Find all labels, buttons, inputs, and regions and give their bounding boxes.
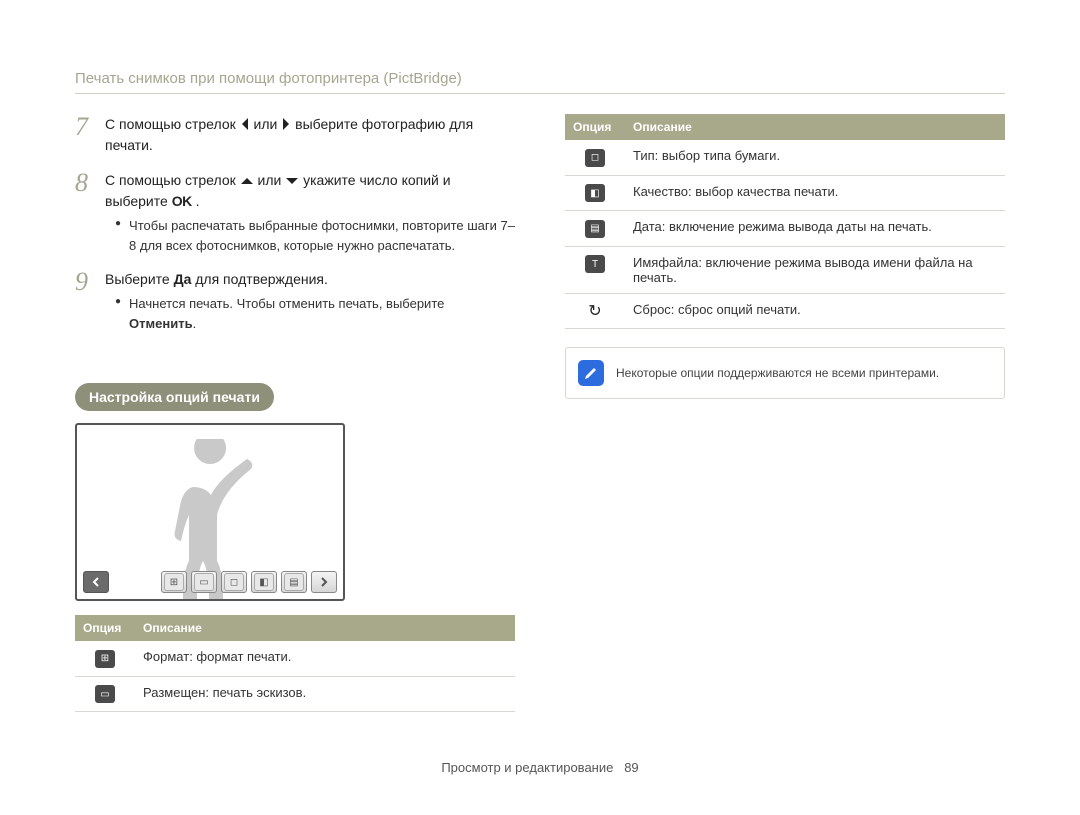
back-button[interactable]: [83, 571, 109, 593]
print-preview: ⊞ ▭ ◻ ◧ ▤: [75, 423, 345, 601]
step-8: 8 С помощью стрелок или укажите число ко…: [75, 170, 515, 255]
step8-bullet: Чтобы распечатать выбранные фотоснимки, …: [115, 216, 515, 255]
step9-bullet: Начнется печать. Чтобы отменить печать, …: [115, 294, 515, 333]
step9-bold: Да: [174, 271, 192, 287]
reset-icon: ↻: [585, 302, 605, 320]
left-column: 7 С помощью стрелок или выберите фотогра…: [75, 114, 515, 740]
toolbar-paper-button[interactable]: ◻: [221, 571, 247, 593]
step8-bullet-text: Чтобы распечатать выбранные фотоснимки, …: [129, 216, 515, 255]
table-row: ◻ Тип: выбор типа бумаги.: [565, 140, 1005, 175]
step9-bullet-a: Начнется печать. Чтобы отменить печать, …: [129, 296, 444, 311]
opt-label: Имяфайла: [633, 255, 698, 270]
opt-desc: : выбор качества печати.: [688, 184, 838, 199]
step9-text-a: Выберите: [105, 271, 174, 287]
note-icon: [578, 360, 604, 386]
step7-text-a: С помощью стрелок: [105, 116, 240, 132]
step-number: 7: [75, 114, 95, 156]
opt-desc: : выбор типа бумаги.: [655, 148, 780, 163]
table-row: ▤ Дата: включение режима вывода даты на …: [565, 211, 1005, 247]
layout-icon: ▭: [95, 685, 115, 703]
step9-bullet-bold: Отменить: [129, 316, 193, 331]
th-option: Опция: [75, 615, 135, 641]
ok-label: OK: [172, 193, 192, 209]
preview-toolbar: ⊞ ▭ ◻ ◧ ▤: [83, 571, 337, 593]
step8-text-c: .: [196, 193, 200, 209]
arrow-left-icon: [240, 117, 250, 133]
date-mini-icon: ▤: [284, 573, 304, 591]
page-footer: Просмотр и редактирование 89: [75, 740, 1005, 775]
step-9: 9 Выберите Да для подтверждения. Начнетс…: [75, 269, 515, 333]
opt-desc: : печать эскизов.: [205, 685, 306, 700]
opt-desc: : сброс опций печати.: [671, 302, 801, 317]
table-row: ⊞ Формат: формат печати.: [75, 641, 515, 676]
date-icon: ▤: [585, 220, 605, 238]
page-header: Печать снимков при помощи фотопринтера (…: [75, 70, 1005, 94]
filename-icon: T: [585, 255, 605, 273]
options-table-right: Опция Описание ◻ Тип: выбор типа бумаги.…: [565, 114, 1005, 329]
arrow-up-icon: [240, 174, 254, 188]
paper-icon: ◻: [585, 149, 605, 167]
step9-bullet-b: .: [193, 316, 197, 331]
th-option: Опция: [565, 114, 625, 140]
opt-label: Размещен: [143, 685, 205, 700]
step-number: 9: [75, 269, 95, 333]
step-7: 7 С помощью стрелок или выберите фотогра…: [75, 114, 515, 156]
opt-label: Сброс: [633, 302, 671, 317]
step8-text-a: С помощью стрелок: [105, 172, 240, 188]
quality-mini-icon: ◧: [254, 573, 274, 591]
th-description: Описание: [625, 114, 1005, 140]
right-column: Опция Описание ◻ Тип: выбор типа бумаги.…: [565, 114, 1005, 740]
step9-text-b: для подтверждения.: [191, 271, 328, 287]
opt-desc: : формат печати.: [189, 649, 291, 664]
format-mini-icon: ⊞: [164, 573, 184, 591]
toolbar-quality-button[interactable]: ◧: [251, 571, 277, 593]
opt-label: Качество: [633, 184, 688, 199]
step7-text-mid: или: [254, 116, 282, 132]
step8-text-mid: или: [258, 172, 286, 188]
opt-label: Формат: [143, 649, 189, 664]
note-text: Некоторые опции поддерживаются не всеми …: [616, 366, 939, 380]
toolbar-layout-button[interactable]: ▭: [191, 571, 217, 593]
opt-label: Дата: [633, 219, 662, 234]
note-box: Некоторые опции поддерживаются не всеми …: [565, 347, 1005, 399]
toolbar-date-button[interactable]: ▤: [281, 571, 307, 593]
toolbar-next-button[interactable]: [311, 571, 337, 593]
paper-mini-icon: ◻: [224, 573, 244, 591]
toolbar-format-button[interactable]: ⊞: [161, 571, 187, 593]
opt-desc: : включение режима вывода даты на печать…: [662, 219, 932, 234]
opt-label: Тип: [633, 148, 655, 163]
layout-mini-icon: ▭: [194, 573, 214, 591]
arrow-down-icon: [285, 174, 299, 188]
table-row: T Имяфайла: включение режима вывода имен…: [565, 246, 1005, 293]
arrow-right-icon: [281, 117, 291, 133]
th-description: Описание: [135, 615, 515, 641]
table-row: ◧ Качество: выбор качества печати.: [565, 175, 1005, 211]
page-number: 89: [624, 760, 638, 775]
table-row: ▭ Размещен: печать эскизов.: [75, 676, 515, 712]
format-icon: ⊞: [95, 650, 115, 668]
table-row: ↻ Сброс: сброс опций печати.: [565, 293, 1005, 328]
section-heading: Настройка опций печати: [75, 383, 274, 411]
quality-icon: ◧: [585, 184, 605, 202]
step-number: 8: [75, 170, 95, 255]
options-table-left: Опция Описание ⊞ Формат: формат печати. …: [75, 615, 515, 712]
footer-section: Просмотр и редактирование: [441, 760, 613, 775]
